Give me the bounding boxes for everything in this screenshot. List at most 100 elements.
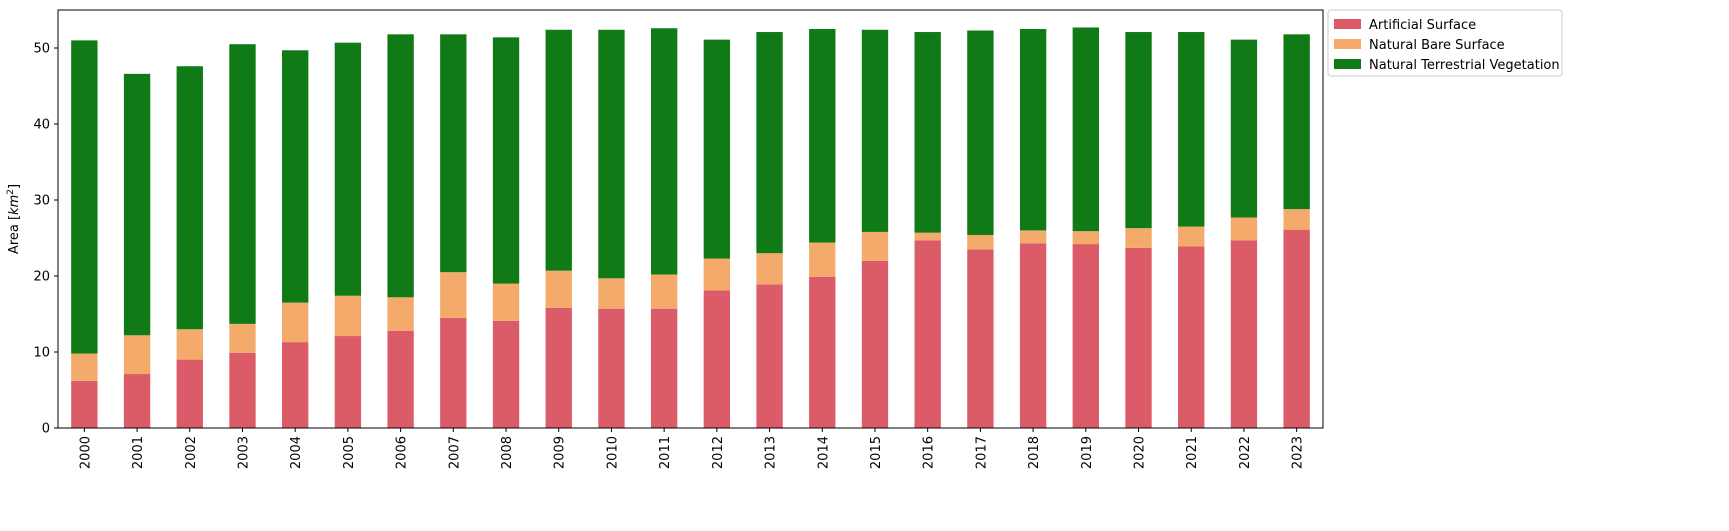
x-tick-label: 2017	[974, 436, 989, 469]
y-tick-label: 40	[33, 118, 50, 133]
x-tick-label: 2006	[395, 436, 410, 469]
bar-natural-bare-surface-2001	[123, 335, 151, 375]
x-tick-label: 2008	[500, 436, 515, 469]
y-tick-label: 0	[42, 422, 50, 437]
bar-natural-terrestrial-vegetation-2018	[1019, 29, 1047, 231]
bar-natural-terrestrial-vegetation-2006	[387, 34, 414, 298]
legend-label-natural-bare-surface: Natural Bare Surface	[1369, 38, 1505, 53]
bar-artificial-surface-2002	[176, 359, 203, 428]
bar-natural-bare-surface-2017	[967, 234, 994, 250]
y-tick-label: 20	[33, 270, 50, 285]
bar-natural-bare-surface-2023	[1283, 209, 1310, 230]
bar-natural-terrestrial-vegetation-2004	[282, 50, 309, 303]
legend-frame	[1327, 9, 1563, 77]
x-tick-label: 2011	[658, 436, 673, 469]
bar-artificial-surface-2005	[334, 336, 362, 428]
bar-artificial-surface-2013	[756, 284, 783, 428]
bar-artificial-surface-2001	[123, 374, 151, 428]
plot-frame	[57, 9, 1324, 429]
bar-artificial-surface-2014	[809, 276, 836, 428]
x-tick-label: 2007	[447, 436, 462, 469]
bar-natural-terrestrial-vegetation-2016	[914, 32, 941, 233]
bar-natural-bare-surface-2012	[703, 258, 731, 291]
x-tick-label: 2016	[922, 436, 937, 469]
bars-layer	[71, 27, 1310, 428]
y-axis: 0 10 20 30 40 50	[33, 42, 58, 437]
bar-artificial-surface-2003	[229, 352, 256, 428]
bar-artificial-surface-2006	[387, 330, 414, 428]
bar-artificial-surface-2021	[1178, 246, 1205, 428]
x-tick-label: 2023	[1291, 436, 1306, 469]
bar-natural-bare-surface-2015	[861, 231, 889, 261]
x-tick-label: 2019	[1080, 436, 1095, 469]
bar-natural-terrestrial-vegetation-2003	[229, 44, 256, 324]
bar-natural-bare-surface-2018	[1019, 230, 1047, 244]
bar-natural-bare-surface-2011	[650, 274, 678, 309]
bar-artificial-surface-2015	[861, 260, 889, 428]
x-tick-label: 2021	[1185, 436, 1200, 469]
bar-artificial-surface-2000	[71, 380, 98, 428]
y-tick-label: 50	[33, 42, 50, 57]
bar-natural-terrestrial-vegetation-2010	[598, 29, 625, 279]
bar-artificial-surface-2022	[1230, 240, 1258, 428]
bar-natural-bare-surface-2008	[492, 283, 520, 321]
bar-artificial-surface-2016	[914, 240, 941, 428]
bar-natural-bare-surface-2014	[809, 242, 836, 277]
bar-natural-terrestrial-vegetation-2019	[1072, 27, 1099, 232]
bar-natural-terrestrial-vegetation-2022	[1230, 39, 1258, 218]
bar-natural-terrestrial-vegetation-2021	[1178, 32, 1205, 227]
bar-natural-bare-surface-2005	[334, 295, 362, 337]
bar-natural-terrestrial-vegetation-2012	[703, 39, 731, 259]
bar-natural-bare-surface-2007	[440, 272, 467, 318]
bar-natural-bare-surface-2022	[1230, 217, 1258, 241]
x-tick-label: 2020	[1133, 436, 1148, 469]
bar-artificial-surface-2020	[1125, 247, 1152, 428]
x-tick-label: 2009	[553, 436, 568, 469]
x-tick-label: 2000	[78, 436, 93, 469]
x-tick-label: 2014	[816, 436, 831, 469]
bar-artificial-surface-2017	[967, 249, 994, 428]
bar-natural-bare-surface-2010	[598, 278, 625, 309]
bar-natural-terrestrial-vegetation-2009	[545, 29, 572, 271]
bar-artificial-surface-2007	[440, 317, 467, 428]
x-tick-label: 2004	[289, 436, 304, 469]
x-tick-label: 2015	[869, 436, 884, 469]
bar-natural-bare-surface-2006	[387, 297, 414, 331]
x-tick-label: 2012	[711, 436, 726, 469]
bar-natural-bare-surface-2016	[914, 232, 941, 241]
bar-natural-terrestrial-vegetation-2000	[71, 40, 98, 354]
bar-artificial-surface-2008	[492, 320, 520, 428]
bar-artificial-surface-2023	[1283, 229, 1310, 428]
x-tick-label: 2002	[184, 436, 199, 469]
y-tick-label: 10	[33, 346, 50, 361]
bar-natural-bare-surface-2002	[176, 329, 203, 360]
bar-natural-terrestrial-vegetation-2002	[176, 66, 203, 330]
bar-natural-terrestrial-vegetation-2011	[650, 28, 678, 275]
bar-artificial-surface-2012	[703, 290, 731, 428]
x-tick-label: 2013	[764, 436, 779, 469]
legend-swatch-natural-bare-surface	[1334, 39, 1361, 49]
bar-artificial-surface-2004	[282, 342, 309, 428]
y-axis-label: Area [km2]	[6, 184, 22, 254]
bar-natural-bare-surface-2013	[756, 253, 783, 285]
bar-natural-terrestrial-vegetation-2017	[967, 30, 994, 235]
bar-artificial-surface-2009	[545, 307, 572, 428]
bar-natural-terrestrial-vegetation-2001	[123, 73, 151, 336]
x-tick-label: 2001	[131, 436, 146, 469]
bar-natural-terrestrial-vegetation-2007	[440, 34, 467, 273]
bar-natural-terrestrial-vegetation-2014	[809, 29, 836, 243]
bar-natural-terrestrial-vegetation-2015	[861, 29, 889, 232]
bar-natural-bare-surface-2009	[545, 270, 572, 308]
x-tick-label: 2010	[605, 436, 620, 469]
legend: Artificial Surface Natural Bare Surface Na…	[1327, 9, 1563, 77]
x-tick-label: 2022	[1238, 436, 1253, 469]
x-tick-label: 2003	[236, 436, 251, 469]
legend-label-artificial-surface: Artificial Surface	[1369, 18, 1476, 33]
x-tick-label: 2018	[1027, 436, 1042, 469]
bar-artificial-surface-2018	[1019, 243, 1047, 428]
bar-artificial-surface-2010	[598, 308, 625, 428]
bar-natural-bare-surface-2019	[1072, 231, 1099, 245]
x-axis: 2000 2001 2002 2003 2004 2005 2006 2007 2008 2009…	[78, 428, 1306, 469]
